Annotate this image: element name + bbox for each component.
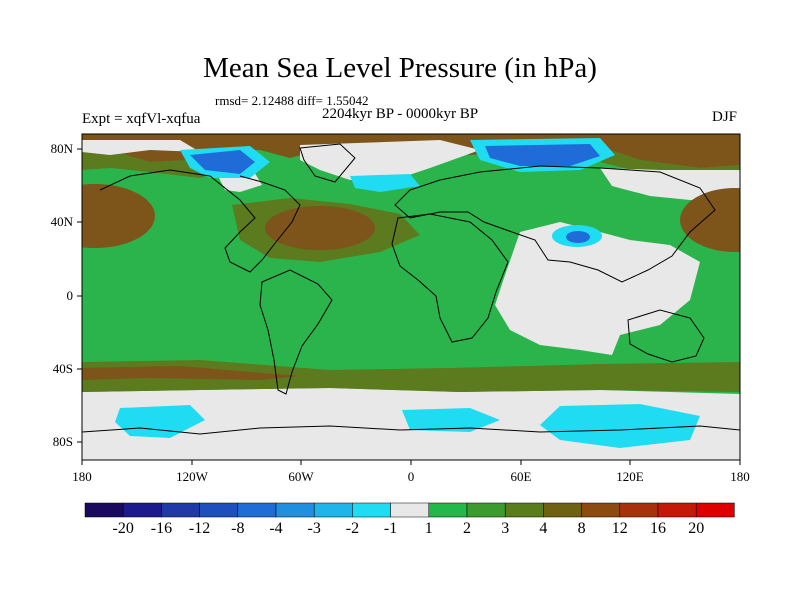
colorbar-box	[84, 502, 124, 518]
experiment-label: Expt = xqfVl-xqfua	[82, 111, 201, 127]
high-north-pacific-west	[82, 184, 155, 248]
coast-australia	[627, 309, 705, 363]
colorbar-label: 4	[539, 520, 547, 537]
coast-south-america	[259, 269, 333, 395]
blue-siberia-low	[485, 144, 600, 166]
colorbar-label: -20	[113, 520, 134, 537]
y-tick-label: 80S	[53, 434, 73, 449]
colorbar-label: 1	[425, 520, 433, 537]
cyan-antarctic-west	[115, 405, 205, 438]
colorbar-box	[199, 502, 239, 518]
colorbar-box	[428, 502, 468, 518]
colorbar-box	[504, 502, 544, 518]
colorbar-box	[390, 502, 430, 518]
colorbar-label: -4	[269, 520, 282, 537]
coast-africa	[391, 213, 509, 343]
x-tick-label: 120E	[616, 469, 644, 484]
colorbar-label: 12	[612, 520, 628, 537]
high-north-pacific-east	[680, 188, 740, 252]
colorbar-label: 16	[650, 520, 666, 537]
x-tick-label: 120W	[176, 469, 209, 484]
stats-text: rmsd= 2.12488 diff= 1.55042	[215, 93, 369, 108]
blue-tibet-low	[566, 231, 590, 243]
colorbar-label: -16	[151, 520, 172, 537]
colorbar-box	[122, 502, 162, 518]
coast-north-america	[99, 169, 301, 273]
cyan-north-atlantic	[350, 174, 420, 192]
y-tick-label: 0	[67, 288, 74, 303]
colorbar-box	[275, 502, 315, 518]
axis-ticks	[77, 148, 741, 465]
colorbar-box	[543, 502, 582, 518]
map-title: Mean Sea Level Pressure (in hPa)	[203, 52, 597, 84]
colorbar-label: 20	[688, 520, 704, 537]
blue-greenland-low	[190, 150, 255, 174]
cyan-antarctic-center	[402, 408, 500, 432]
x-tick-label: 60W	[288, 469, 314, 484]
high-north-atlantic	[265, 206, 375, 250]
colorbar-box	[619, 502, 659, 518]
x-tick-label: 180	[730, 469, 750, 484]
colorbar-label: -1	[384, 520, 397, 537]
y-tick-label: 40N	[51, 214, 74, 229]
period-label: 2204kyr BP - 0000kyr BP	[322, 106, 479, 122]
colorbar-label: 8	[578, 520, 586, 537]
coast-greenland	[299, 143, 356, 183]
colorbar-box	[466, 502, 506, 518]
colorbar-box	[161, 502, 200, 518]
colorbar-box	[581, 502, 621, 518]
colorbar-label: -2	[346, 520, 359, 537]
map-field	[82, 134, 740, 460]
olive-southern-band	[82, 360, 740, 392]
colorbar: -20 -16 -12 -8 -4 -3 -2 -1 1 2 3 4 8 12 …	[84, 502, 735, 537]
x-tick-label: 0	[408, 469, 415, 484]
season-label: DJF	[712, 109, 738, 125]
gray-indian-ocean	[495, 222, 700, 355]
x-axis-labels: 180 120W 60W 0 60E 120E 180	[72, 469, 750, 484]
gray-arctic-america	[82, 140, 200, 155]
y-tick-label: 40S	[53, 361, 73, 376]
y-axis-labels: 80N 40N 0 40S 80S	[51, 141, 74, 449]
colorbar-label: 2	[463, 520, 471, 537]
brown-southern-band	[82, 366, 300, 380]
coast-antarctica	[82, 425, 740, 435]
gray-north-asia	[600, 168, 740, 200]
coastlines	[82, 143, 740, 435]
x-tick-label: 60E	[511, 469, 532, 484]
cyan-antarctic-east	[540, 404, 700, 448]
y-tick-label: 80N	[51, 141, 74, 156]
coast-eurasia	[394, 165, 716, 283]
colorbar-label: -3	[308, 520, 321, 537]
colorbar-box	[695, 502, 735, 518]
x-tick-label: 180	[72, 469, 92, 484]
colorbar-box	[237, 502, 277, 518]
colorbar-label: -12	[189, 520, 210, 537]
colorbar-box	[313, 502, 353, 518]
colorbar-box	[352, 502, 391, 518]
colorbar-box	[657, 502, 697, 518]
colorbar-label: -8	[231, 520, 244, 537]
colorbar-label: 3	[501, 520, 509, 537]
